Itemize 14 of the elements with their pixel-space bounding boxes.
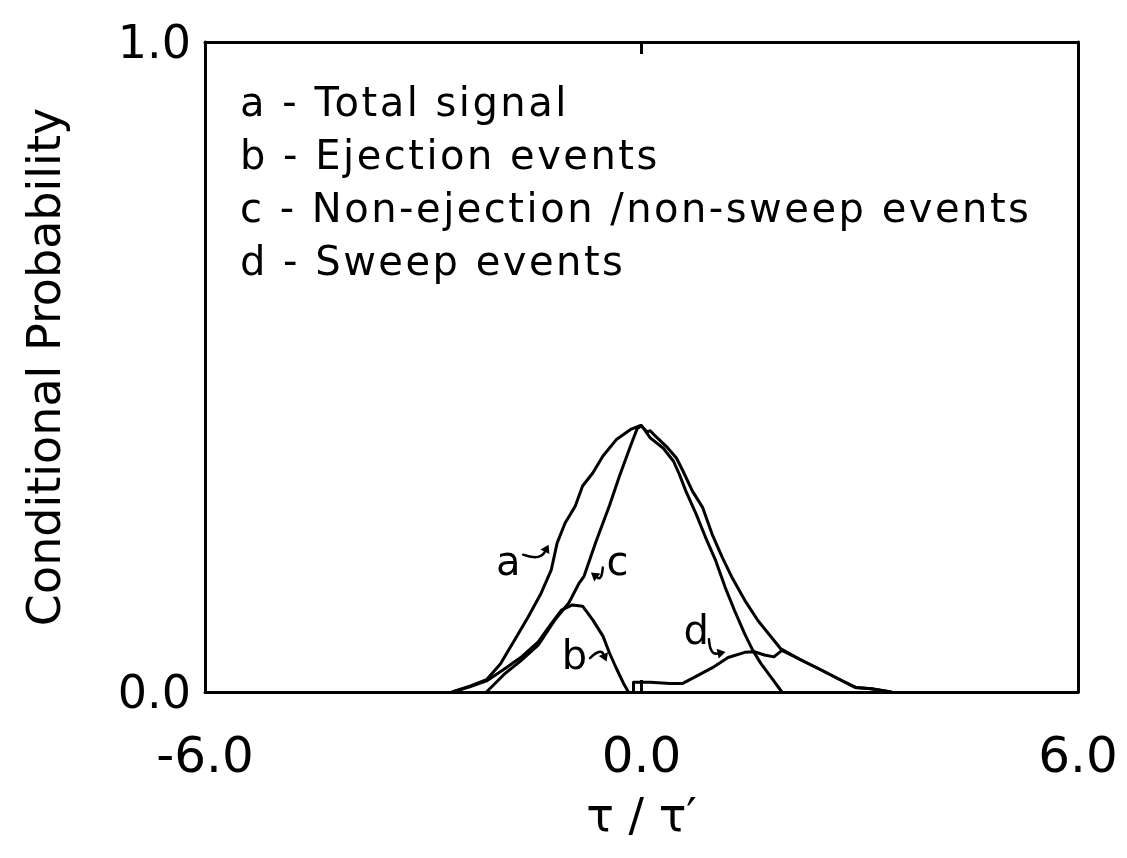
y-tick-label: 1.0	[117, 15, 191, 69]
annotation: d	[683, 606, 709, 653]
annotation: b	[561, 631, 588, 678]
annotation: b - Ejection events	[240, 132, 660, 178]
x-tick-label: 6.0	[1038, 726, 1118, 784]
x-axis-title: τ / τ′	[586, 788, 697, 842]
annotation: a - Total signal	[240, 79, 569, 125]
annotation: d - Sweep events	[240, 238, 626, 284]
y-axis-title: Conditional Probability	[17, 107, 71, 627]
x-tick-label: 0.0	[601, 726, 682, 784]
annotation: c	[606, 538, 629, 584]
annotation: c - Non-ejection /non-sweep events	[240, 185, 1032, 231]
x-tick-label: -6.0	[156, 726, 254, 784]
annotation: a	[495, 537, 521, 584]
